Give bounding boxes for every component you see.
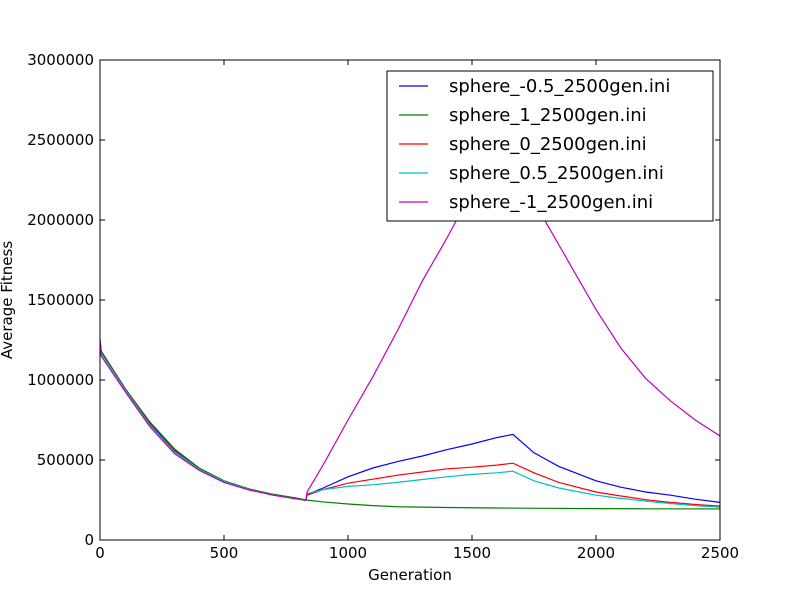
x-tick-label: 2000 <box>577 544 615 562</box>
y-tick-label: 1000000 <box>27 371 94 389</box>
y-tick-label: 0 <box>84 531 94 549</box>
y-tick-label: 2500000 <box>27 131 94 149</box>
x-tick-label: 1000 <box>329 544 367 562</box>
series-layer <box>100 119 720 510</box>
ticks-layer: 0 500 1000 1500 2000 2500 0 500000 1000000 150000… <box>27 51 739 562</box>
legend-frame <box>386 70 714 222</box>
x-tick-label: 2500 <box>701 544 739 562</box>
x-tick-label: 1500 <box>453 544 491 562</box>
legend-label-4: sphere_-1_2500gen.ini <box>449 192 653 213</box>
legend-label-0: sphere_-0.5_2500gen.ini <box>449 76 670 97</box>
series-line-3 <box>100 339 720 508</box>
legend: sphere_-0.5_2500gen.ini sphere_1_2500gen.… <box>386 70 714 222</box>
legend-label-1: sphere_1_2500gen.ini <box>449 105 647 126</box>
legend-label-3: sphere_0.5_2500gen.ini <box>449 163 664 184</box>
x-axis-label: Generation <box>368 566 452 584</box>
y-axis-label: Average Fitness <box>0 241 16 360</box>
y-tick-label: 1500000 <box>27 291 94 309</box>
x-tick-label: 500 <box>210 544 239 562</box>
series-line-4 <box>100 119 720 502</box>
x-tick-label: 0 <box>95 544 105 562</box>
y-tick-label: 2000000 <box>27 211 94 229</box>
y-tick-label: 3000000 <box>27 51 94 69</box>
legend-label-2: sphere_0_2500gen.ini <box>449 134 647 155</box>
y-tick-label: 500000 <box>37 451 94 469</box>
